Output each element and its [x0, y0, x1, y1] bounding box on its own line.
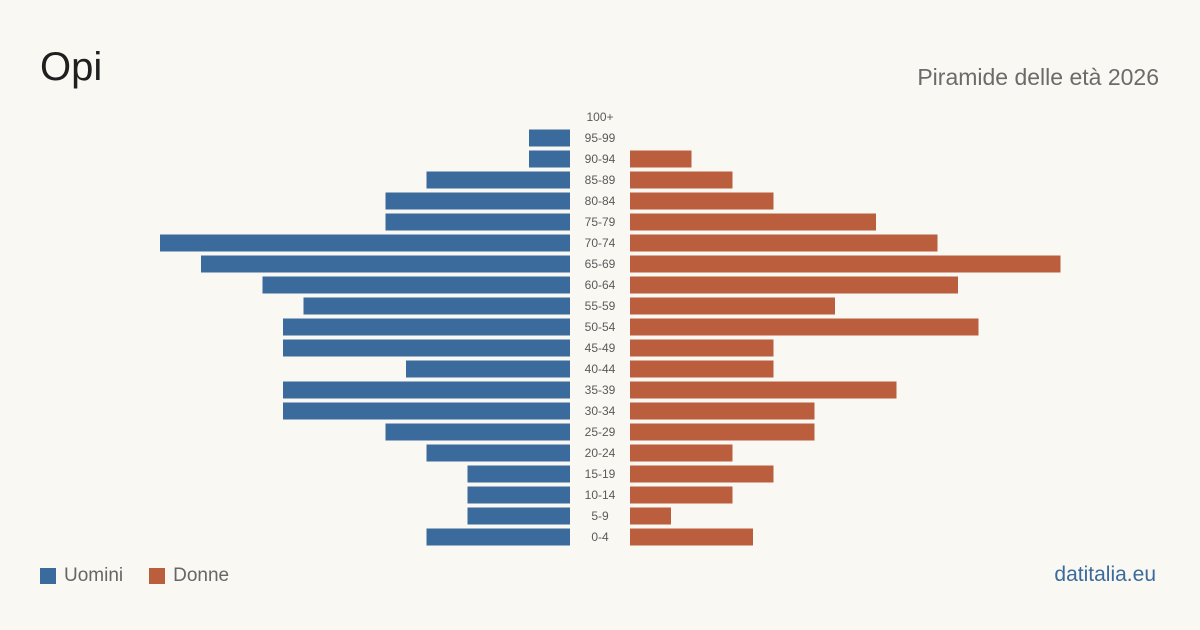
age-group-label: 5-9 [591, 509, 609, 523]
bar-female-30-34 [630, 402, 815, 420]
age-group-label: 30-34 [585, 404, 616, 418]
bar-female-85-89 [630, 171, 733, 189]
age-group-label: 55-59 [585, 299, 616, 313]
bar-male-0-4 [426, 528, 570, 546]
age-group-label: 50-54 [585, 320, 616, 334]
legend-label-male: Uomini [64, 565, 124, 586]
bar-male-95-99 [529, 129, 570, 147]
bar-female-15-19 [630, 465, 774, 483]
bar-female-70-74 [630, 234, 938, 252]
age-group-label: 100+ [586, 110, 613, 124]
bar-female-65-69 [630, 255, 1061, 273]
legend-swatch-female [149, 568, 166, 584]
bar-male-45-49 [283, 339, 570, 357]
legend-item-female: Donne [149, 565, 229, 587]
bar-male-5-9 [467, 507, 570, 525]
bar-female-10-14 [630, 486, 733, 504]
age-group-label: 15-19 [585, 467, 616, 481]
bar-male-25-29 [385, 423, 570, 441]
bar-male-40-44 [406, 360, 570, 378]
bar-female-40-44 [630, 360, 774, 378]
age-group-label: 45-49 [585, 341, 616, 355]
bar-female-0-4 [630, 528, 753, 546]
age-group-label: 70-74 [585, 236, 616, 250]
bar-male-80-84 [385, 192, 570, 210]
bar-male-60-64 [262, 276, 570, 294]
chart-subtitle: Piramide delle età 2026 [917, 64, 1159, 90]
age-group-label: 40-44 [585, 362, 616, 376]
bar-female-45-49 [630, 339, 774, 357]
bar-male-20-24 [426, 444, 570, 462]
age-group-label: 60-64 [585, 278, 616, 292]
bar-female-55-59 [630, 297, 835, 315]
bar-male-65-69 [201, 255, 570, 273]
age-group-label: 20-24 [585, 446, 616, 460]
bar-male-90-94 [529, 150, 570, 168]
chart-title: Opi [40, 45, 103, 89]
legend-item-male: Uomini [40, 565, 123, 587]
age-group-label: 35-39 [585, 383, 616, 397]
bar-male-85-89 [426, 171, 570, 189]
bar-male-30-34 [283, 402, 570, 420]
bar-female-35-39 [630, 381, 897, 399]
age-group-label: 90-94 [585, 152, 616, 166]
bar-male-50-54 [283, 318, 570, 336]
bar-female-60-64 [630, 276, 958, 294]
age-group-label: 80-84 [585, 194, 616, 208]
brand-link[interactable]: datitalia.eu [1054, 563, 1156, 586]
bar-male-35-39 [283, 381, 570, 399]
bar-female-75-79 [630, 213, 876, 231]
bar-female-25-29 [630, 423, 815, 441]
age-group-label: 10-14 [585, 488, 616, 502]
bar-female-5-9 [630, 507, 671, 525]
bar-male-55-59 [303, 297, 570, 315]
age-group-label: 95-99 [585, 131, 616, 145]
age-group-label: 25-29 [585, 425, 616, 439]
bar-female-50-54 [630, 318, 979, 336]
legend-label-female: Donne [173, 565, 230, 586]
bar-female-80-84 [630, 192, 774, 210]
age-group-label: 65-69 [585, 257, 616, 271]
population-pyramid: 100+ 95-99 90-94 85-89 80-84 75-79 70-74 65-69 6… [160, 110, 1061, 546]
bar-female-90-94 [630, 150, 692, 168]
legend-swatch-male [40, 568, 56, 584]
age-group-label: 0-4 [591, 530, 609, 544]
age-group-label: 75-79 [585, 215, 616, 229]
bar-male-10-14 [467, 486, 570, 504]
bar-male-75-79 [385, 213, 570, 231]
bar-female-20-24 [630, 444, 733, 462]
legend: Uomini Donne [40, 565, 255, 587]
bar-male-70-74 [160, 234, 570, 252]
bar-male-15-19 [467, 465, 570, 483]
age-group-label: 85-89 [585, 173, 616, 187]
